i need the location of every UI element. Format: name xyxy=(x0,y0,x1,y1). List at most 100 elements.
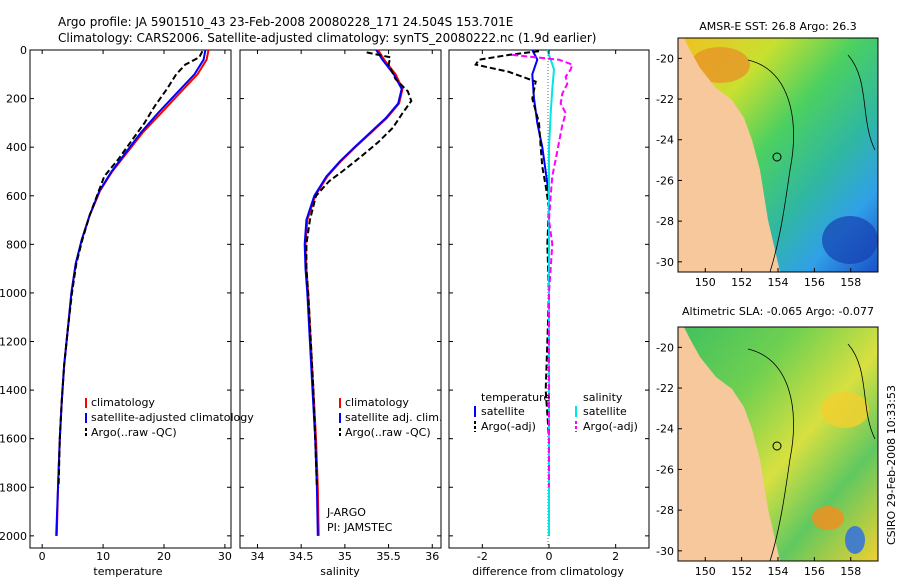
sst-cold-patch xyxy=(822,216,878,264)
salinity-legend: climatology satellite adj. clim. Argo(..… xyxy=(339,396,442,439)
y-tick-label: 1200 xyxy=(0,336,27,349)
map-y-tick-label: -22 xyxy=(656,93,674,106)
legend-label-sal-satellite: satellite xyxy=(583,405,627,418)
x-tick-label: 20 xyxy=(157,550,171,563)
salinity-xlabel: salinity xyxy=(320,565,360,578)
series-argo-raw-qc xyxy=(57,50,204,488)
figure-title-line2: Climatology: CARS2006. Satellite-adjuste… xyxy=(58,31,596,45)
series-climatology xyxy=(55,49,210,536)
map-y-tick-label: -28 xyxy=(656,215,674,228)
legend-label-argo: Argo(..raw -QC) xyxy=(345,426,431,439)
sla-map-field xyxy=(678,327,878,561)
legend-label-argo: Argo(..raw -QC) xyxy=(91,426,177,439)
temperature-xlabel: temperature xyxy=(93,565,162,578)
y-tick-label: 800 xyxy=(6,238,27,251)
sla-peak-patch xyxy=(812,506,844,530)
sla-float-marker xyxy=(772,441,782,451)
series-satellite-adj-clim xyxy=(303,49,403,536)
map-y-tick-label: -30 xyxy=(656,256,674,269)
x-tick-label: 34.5 xyxy=(289,550,314,563)
x-tick-label: 10 xyxy=(96,550,110,563)
legend-label-climatology: climatology xyxy=(91,396,155,409)
map-x-tick-label: 158 xyxy=(840,276,861,289)
temperature-legend: climatology satellite-adjusted climatolo… xyxy=(85,396,254,439)
x-tick-label: 2 xyxy=(612,550,619,563)
map-x-tick-label: 156 xyxy=(804,565,825,578)
sla-high-patch xyxy=(821,392,869,428)
map-x-tick-label: 154 xyxy=(768,565,789,578)
temperature-panel: 0 10 20 30 0 200 400 600 800 1000 1200 1400 1600 1800… xyxy=(0,44,254,578)
map-x-tick-label: 150 xyxy=(695,276,716,289)
y-tick-label: 400 xyxy=(6,141,27,154)
series-climatology xyxy=(304,49,404,536)
annotation-j-argo: J-ARGO xyxy=(326,506,366,519)
difference-legend: temperature salinity satellite Argo(-adj… xyxy=(474,391,638,433)
x-tick-label: 35.5 xyxy=(376,550,401,563)
x-tick-label: 34 xyxy=(250,550,264,563)
x-tick-label: 0 xyxy=(546,550,553,563)
sst-warm-patch xyxy=(690,47,750,83)
salinity-axes-box xyxy=(239,49,442,549)
side-credit-label: CSIRO 29-Feb-2008 10:33:53 xyxy=(885,385,898,545)
y-tick-label: 0 xyxy=(20,44,27,57)
sst-float-marker xyxy=(772,152,782,162)
x-tick-label: 0 xyxy=(39,550,46,563)
map-y-tick-label: -22 xyxy=(656,382,674,395)
map-x-tick-label: 152 xyxy=(731,276,752,289)
sla-low-patch xyxy=(845,526,865,554)
y-tick-label: 1400 xyxy=(0,384,27,397)
map-x-tick-label: 156 xyxy=(804,276,825,289)
annotation-pi: PI: JAMSTEC xyxy=(327,521,393,534)
difference-xlabel: difference from climatology xyxy=(472,565,624,578)
sla-bathymetry-contour-east xyxy=(847,343,876,440)
salinity-panel: 34 34.5 35 35.5 36 salinity climatology sate… xyxy=(239,49,442,578)
sst-bathymetry-contour xyxy=(747,59,794,272)
sla-land-australia xyxy=(678,327,780,561)
map-y-tick-label: -20 xyxy=(656,341,674,354)
legend-label-sal-argo: Argo(-adj) xyxy=(583,420,638,433)
legend-label-temp-argo: Argo(-adj) xyxy=(481,420,536,433)
x-tick-label: 30 xyxy=(218,550,232,563)
sla-bathymetry-contour xyxy=(747,348,794,561)
x-tick-label: 36 xyxy=(425,550,439,563)
temperature-axes-box xyxy=(29,49,232,549)
y-tick-label: 1000 xyxy=(0,287,27,300)
sst-land-australia xyxy=(678,38,780,272)
y-tick-label: 600 xyxy=(6,190,27,203)
sst-map-title: AMSR-E SST: 26.8 Argo: 26.3 xyxy=(699,20,857,33)
y-tick-label: 1600 xyxy=(0,433,27,446)
map-y-tick-label: -24 xyxy=(656,134,674,147)
sst-bathymetry-contour-east xyxy=(847,54,876,151)
map-x-tick-label: 150 xyxy=(695,565,716,578)
legend-label-satellite: satellite-adjusted climatology xyxy=(91,411,254,424)
y-tick-label: 200 xyxy=(6,93,27,106)
series-argo-raw-qc xyxy=(305,51,413,488)
map-y-tick-label: -26 xyxy=(656,174,674,187)
sst-map-panel: AMSR-E SST: 26.8 Argo: 26.3 150 152 154 156… xyxy=(656,20,879,289)
sla-map-panel: Altimetric SLA: -0.065 Argo: -0.077 150 1… xyxy=(656,305,879,578)
map-x-tick-label: 154 xyxy=(768,276,789,289)
legend-header-salinity: salinity xyxy=(583,391,623,404)
series-salinity-satellite xyxy=(546,49,556,536)
sst-map-field xyxy=(678,38,878,272)
series-satellite-adjusted-climatology xyxy=(55,49,207,536)
legend-label-temp-satellite: satellite xyxy=(481,405,525,418)
map-x-tick-label: 152 xyxy=(731,565,752,578)
y-tick-label: 1800 xyxy=(0,481,27,494)
map-y-tick-label: -20 xyxy=(656,52,674,65)
x-tick-label: -2 xyxy=(477,550,488,563)
map-y-tick-label: -26 xyxy=(656,463,674,476)
series-temperature-argo-adj xyxy=(474,50,551,488)
figure-title-line1: Argo profile: JA 5901510_43 23-Feb-2008 … xyxy=(58,15,513,29)
y-tick-label: 2000 xyxy=(0,530,27,543)
map-x-tick-label: 158 xyxy=(840,565,861,578)
map-y-tick-label: -30 xyxy=(656,545,674,558)
map-y-tick-label: -24 xyxy=(656,423,674,436)
legend-label-satellite: satellite adj. clim. xyxy=(345,411,442,424)
series-temperature-satellite xyxy=(531,49,550,536)
sla-map-title: Altimetric SLA: -0.065 Argo: -0.077 xyxy=(682,305,874,318)
legend-header-temperature: temperature xyxy=(481,391,550,404)
x-tick-label: 35 xyxy=(338,550,352,563)
map-y-tick-label: -28 xyxy=(656,504,674,517)
